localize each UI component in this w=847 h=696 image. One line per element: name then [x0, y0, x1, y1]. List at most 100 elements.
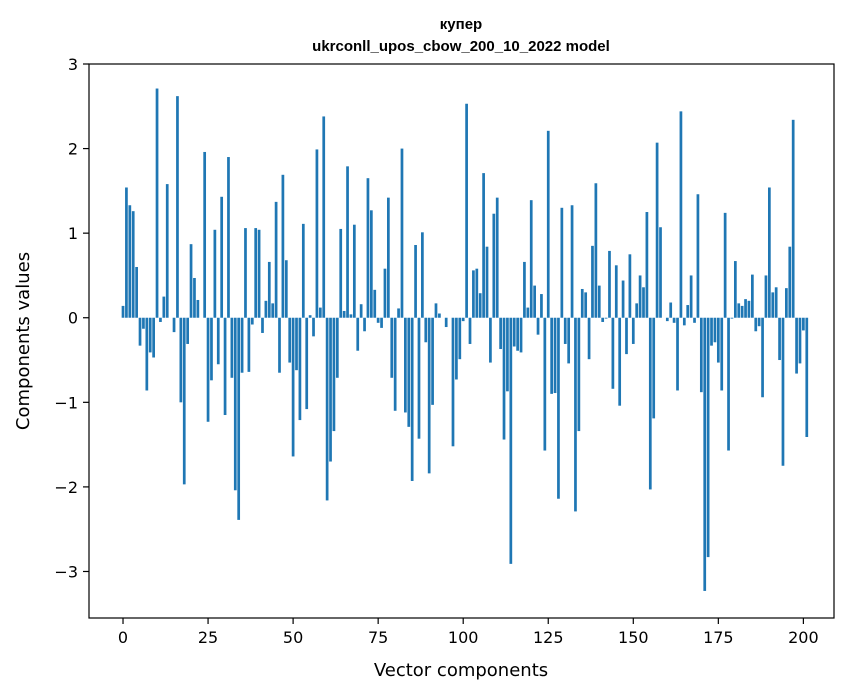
- bar: [176, 96, 179, 318]
- bar: [417, 317, 421, 439]
- bar: [676, 317, 679, 391]
- bar: [434, 303, 438, 318]
- bar: [802, 317, 805, 331]
- x-tick-label: 125: [533, 628, 564, 647]
- x-tick-label: 0: [118, 628, 128, 647]
- bar: [798, 317, 802, 364]
- bar: [407, 317, 411, 427]
- x-axis-label: Vector components: [374, 660, 548, 681]
- bar: [162, 296, 166, 318]
- bar: [631, 317, 635, 344]
- y-tick-label: 2: [68, 140, 78, 159]
- bar: [669, 302, 673, 318]
- bar: [383, 268, 387, 318]
- bar: [529, 200, 533, 318]
- y-tick-label: −1: [54, 393, 78, 412]
- bar: [172, 317, 176, 333]
- bar: [638, 275, 642, 318]
- x-tick-label: 200: [788, 628, 819, 647]
- bar: [509, 317, 513, 564]
- bar: [672, 317, 676, 323]
- bar: [744, 299, 747, 318]
- x-tick-label: 25: [198, 628, 218, 647]
- bar: [591, 245, 594, 318]
- bar: [465, 103, 468, 318]
- bar: [516, 317, 519, 351]
- bar: [189, 244, 193, 318]
- bar: [584, 292, 588, 318]
- bar: [332, 317, 336, 432]
- bar: [220, 196, 224, 318]
- bar: [318, 307, 322, 318]
- bar: [597, 285, 601, 318]
- chart-title-line1: купер: [440, 16, 482, 33]
- bar: [693, 317, 696, 323]
- bar: [461, 317, 465, 322]
- bar: [737, 303, 741, 318]
- bar: [475, 268, 479, 318]
- bar: [655, 142, 659, 318]
- bar: [247, 317, 251, 372]
- bar: [557, 317, 560, 499]
- bar: [478, 293, 482, 318]
- bar: [339, 228, 343, 318]
- bar: [121, 305, 125, 318]
- bar: [267, 261, 271, 318]
- bar: [723, 212, 727, 318]
- x-tick-label: 75: [368, 628, 388, 647]
- bar: [438, 313, 441, 318]
- y-axis: −3 −2 −1 0 1 2 3: [54, 55, 89, 581]
- bar: [778, 317, 781, 361]
- bar: [128, 205, 132, 318]
- bar: [502, 317, 506, 440]
- bar: [747, 300, 751, 318]
- bar: [611, 317, 615, 389]
- bar: [771, 292, 775, 318]
- bar: [223, 317, 227, 416]
- bar: [652, 317, 656, 419]
- x-axis: 0 25 50 75 100 125 150 175 200: [118, 618, 819, 647]
- bar: [703, 317, 707, 591]
- bar: [278, 317, 281, 373]
- bar: [138, 317, 142, 346]
- bar: [233, 317, 237, 491]
- bar: [193, 277, 196, 318]
- bar: [757, 317, 761, 327]
- bar: [458, 317, 462, 360]
- bar: [135, 266, 138, 318]
- bar: [250, 317, 254, 325]
- bar: [774, 287, 778, 318]
- y-tick-label: −2: [54, 478, 78, 497]
- bar: [791, 119, 795, 318]
- bar: [410, 317, 414, 481]
- bar: [159, 317, 162, 322]
- bar: [648, 317, 652, 490]
- bar: [145, 317, 149, 391]
- bar: [274, 201, 278, 318]
- bar: [237, 317, 241, 520]
- bar: [628, 254, 632, 318]
- bar: [363, 317, 366, 332]
- bar: [499, 317, 502, 350]
- bar: [768, 187, 771, 318]
- bar: [264, 300, 268, 318]
- bar: [706, 317, 710, 558]
- bar: [785, 288, 788, 318]
- bar: [754, 317, 758, 332]
- bar: [359, 304, 363, 318]
- bar: [216, 317, 220, 365]
- bar: [203, 151, 207, 318]
- bar: [284, 260, 288, 318]
- bar: [152, 317, 155, 358]
- x-tick-label: 175: [703, 628, 734, 647]
- bar: [254, 228, 258, 318]
- bar: [322, 116, 326, 318]
- bar: [805, 317, 809, 437]
- bar: [380, 317, 383, 328]
- bar: [421, 232, 424, 318]
- bar: [526, 307, 530, 318]
- bar: [196, 299, 200, 318]
- x-tick-label: 150: [618, 628, 649, 647]
- bar: [761, 317, 764, 398]
- bar: [356, 317, 360, 351]
